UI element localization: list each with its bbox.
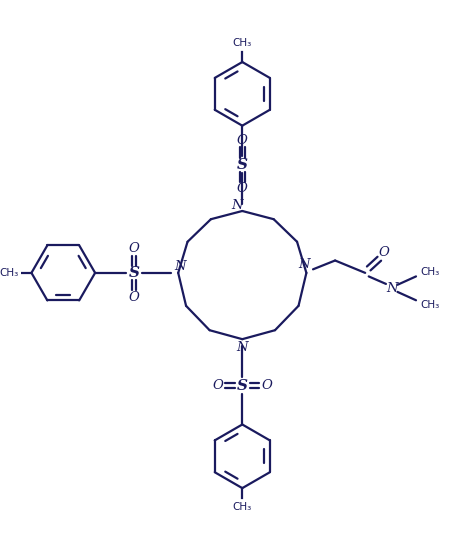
Text: O: O	[212, 379, 223, 392]
Text: N: N	[236, 340, 248, 354]
Text: S: S	[236, 158, 247, 172]
Text: N: N	[231, 199, 242, 212]
Text: O: O	[236, 134, 247, 147]
Text: O: O	[261, 379, 271, 392]
Text: N: N	[298, 258, 309, 272]
Text: S: S	[128, 266, 139, 280]
Text: N: N	[385, 282, 397, 295]
Text: O: O	[236, 182, 247, 196]
Text: N: N	[174, 260, 186, 273]
Text: O: O	[128, 291, 139, 304]
Text: CH₃: CH₃	[232, 38, 251, 48]
Text: CH₃: CH₃	[232, 503, 251, 512]
Text: O: O	[128, 242, 139, 255]
Text: CH₃: CH₃	[419, 300, 439, 310]
Text: CH₃: CH₃	[419, 267, 439, 277]
Text: CH₃: CH₃	[0, 268, 19, 278]
Text: S: S	[236, 378, 247, 392]
Text: O: O	[377, 245, 388, 259]
